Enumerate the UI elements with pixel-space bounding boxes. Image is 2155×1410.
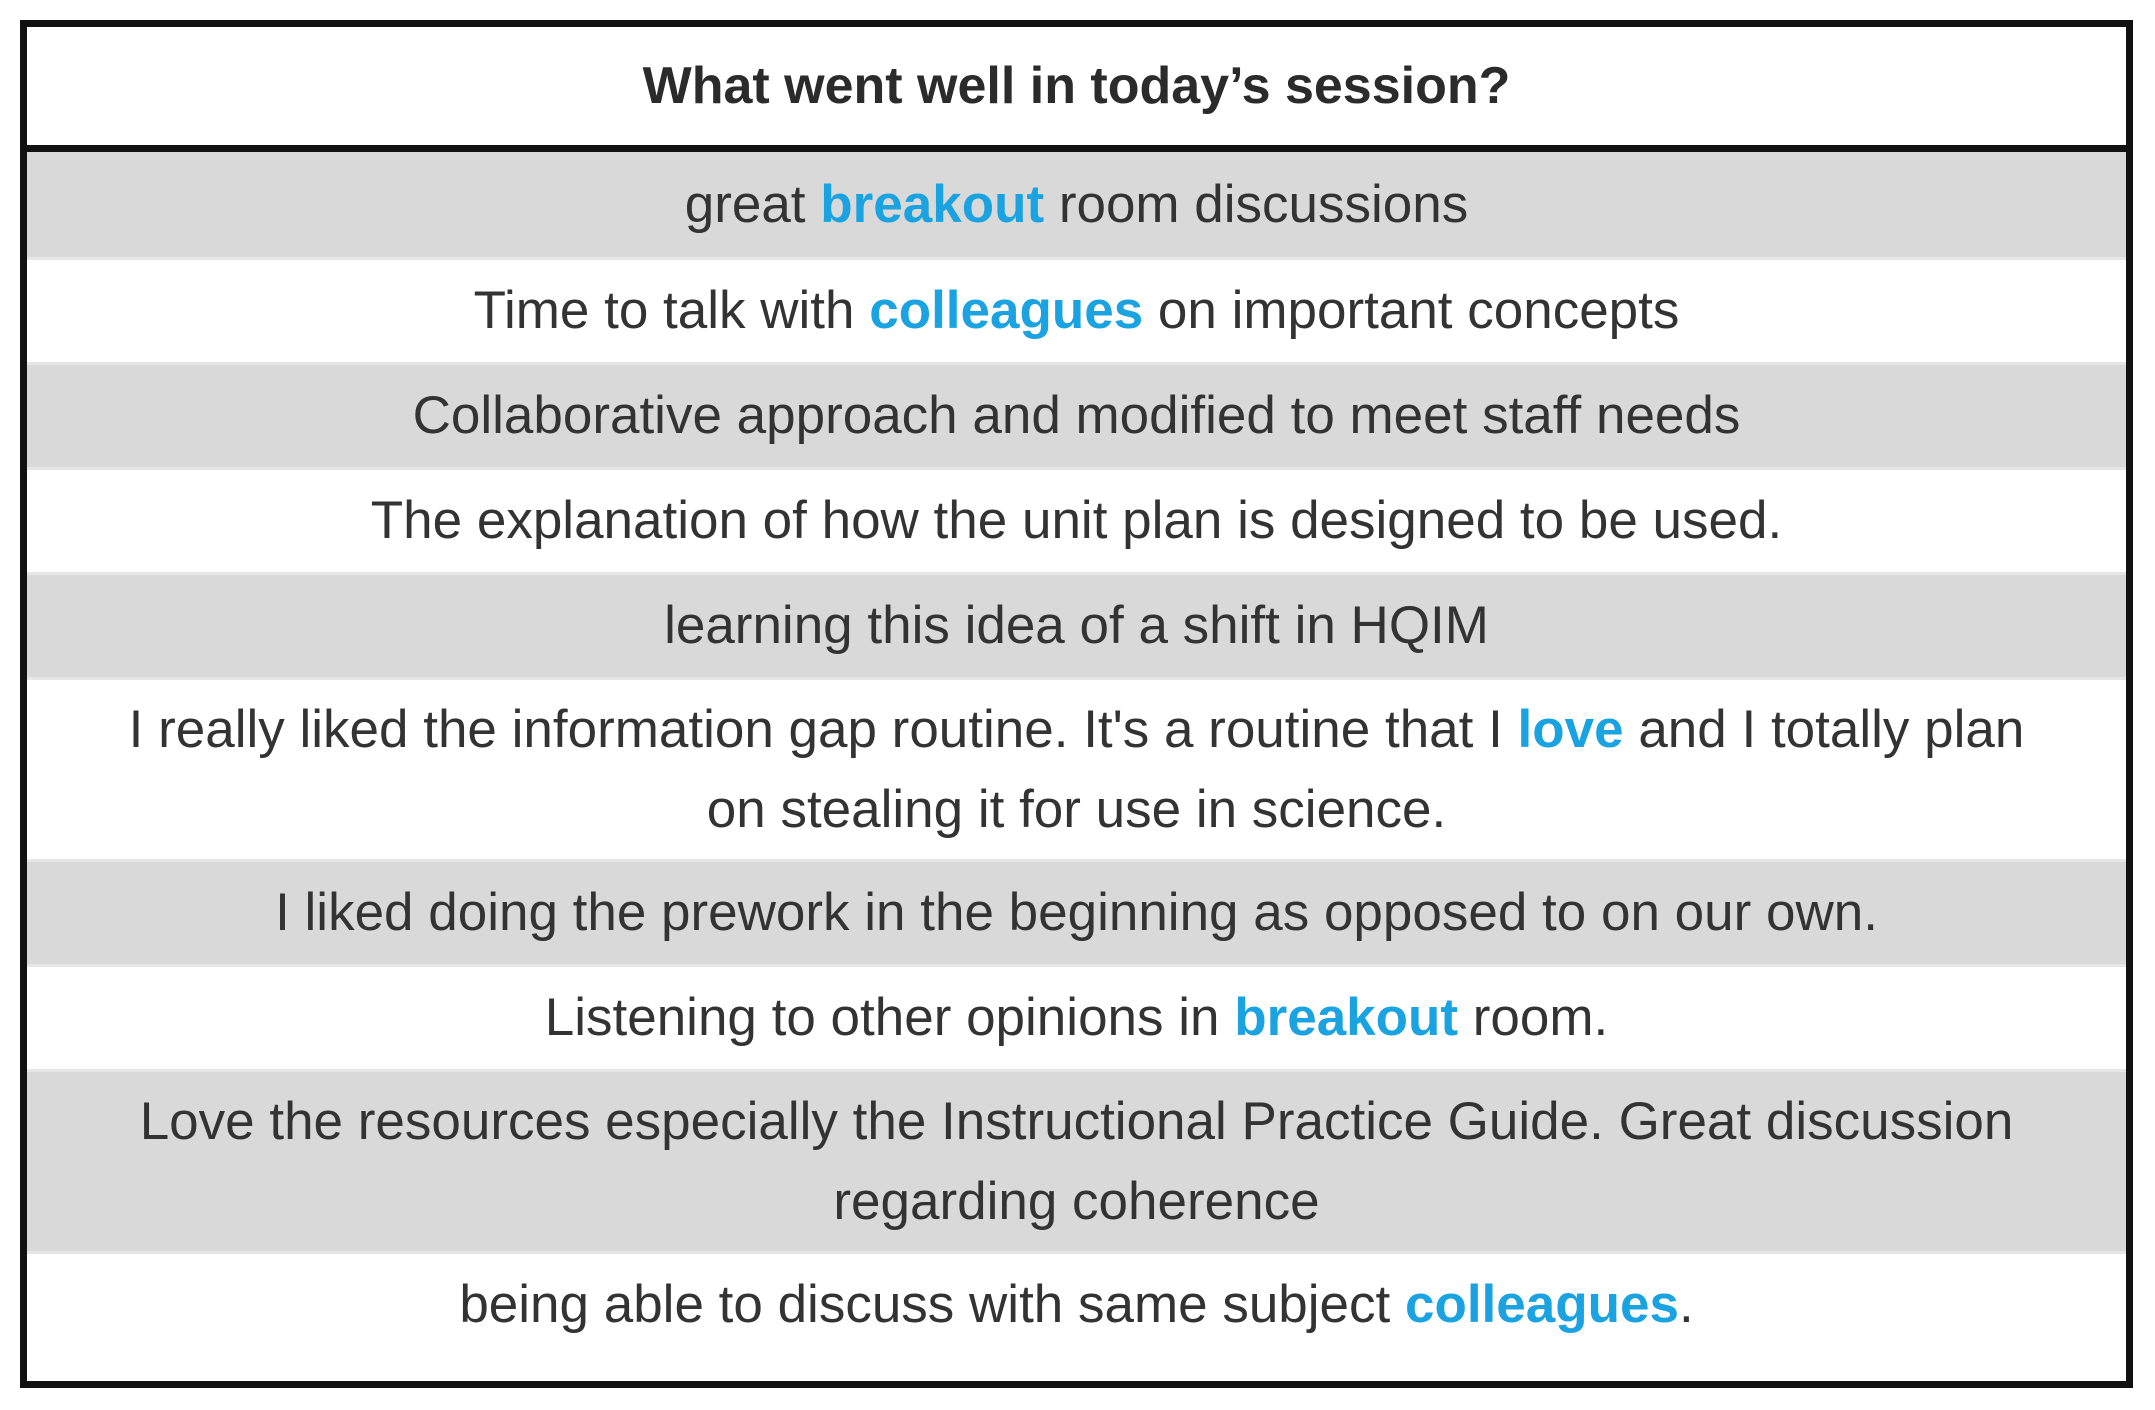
row-text-pre: Listening to other opinions in: [544, 988, 1235, 1048]
table-row: The explanation of how the unit plan is …: [27, 467, 2126, 572]
highlight-word: love: [1517, 700, 1624, 759]
row-text-post: room discussions: [1044, 174, 1469, 234]
table-row: I liked doing the prework in the beginni…: [27, 859, 2126, 964]
row-text-pre: great: [684, 174, 821, 234]
table-row: being able to discuss with same subject …: [27, 1251, 2126, 1356]
table-row: Collaborative approach and modified to m…: [27, 362, 2126, 467]
table-row: Love the resources especially the Instru…: [27, 1069, 2126, 1251]
table-body: great breakout room discussions Time to …: [27, 152, 2126, 1381]
row-text-post: and I totally plan on stealing it for us…: [706, 700, 2025, 839]
table-row: learning this idea of a shift in HQIM: [27, 572, 2126, 677]
highlight-word: colleagues: [869, 281, 1144, 341]
table-header: What went well in today’s session?: [27, 27, 2126, 152]
row-text-pre: Time to talk with: [473, 281, 870, 341]
row-text-pre: being able to discuss with same subject: [459, 1275, 1405, 1335]
row-text-pre: learning this idea of a shift in HQIM: [664, 596, 1489, 656]
row-text-pre: I liked doing the prework in the beginni…: [275, 883, 1878, 943]
row-text-pre: I really liked the information gap routi…: [128, 700, 1518, 759]
row-text-pre: The explanation of how the unit plan is …: [370, 491, 1783, 551]
highlight-word: colleagues: [1404, 1275, 1679, 1335]
row-text-pre: Love the resources especially the Instru…: [139, 1092, 2014, 1231]
table-row: Listening to other opinions in breakout …: [27, 964, 2126, 1069]
highlight-word: breakout: [1234, 988, 1459, 1048]
table-row: great breakout room discussions: [27, 152, 2126, 257]
row-text-pre: Collaborative approach and modified to m…: [412, 386, 1741, 446]
row-text-post: on important concepts: [1143, 281, 1680, 341]
highlight-word: breakout: [820, 174, 1045, 234]
row-text-post: .: [1678, 1275, 1694, 1335]
row-text-post: room.: [1458, 988, 1609, 1048]
feedback-table: What went well in today’s session? great…: [20, 20, 2133, 1388]
table-row: I really liked the information gap routi…: [27, 677, 2126, 859]
table-row: Time to talk with colleagues on importan…: [27, 257, 2126, 362]
